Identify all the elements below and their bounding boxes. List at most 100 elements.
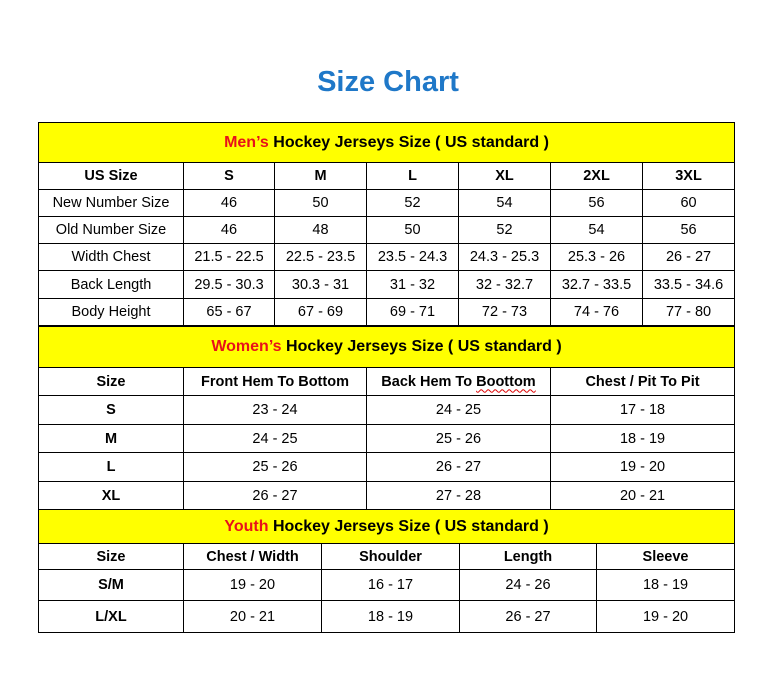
section-title-text: Hockey Jerseys Size ( US standard ) [268, 133, 549, 151]
header-row: Size Front Hem To Bottom Back Hem To Boott… [38, 367, 736, 396]
section-title-highlight: Women’s [211, 338, 282, 355]
table-cell: 46 [183, 216, 275, 244]
column-header: Chest / Pit To Pit [549, 367, 736, 396]
table-cell: 24 - 25 [366, 395, 551, 425]
table-cell: 26 - 27 [366, 452, 551, 482]
misspelled-word: Boottom [476, 373, 536, 390]
womens-size-table: Women’s Hockey Jerseys Size ( US standar… [37, 326, 736, 510]
table-cell: 29.5 - 30.3 [183, 270, 275, 299]
table-row: L 25 - 26 26 - 27 19 - 20 [38, 452, 736, 482]
table-cell: 74 - 76 [550, 298, 643, 326]
column-header: Front Hem To Bottom [183, 367, 367, 396]
table-cell: 26 - 27 [459, 600, 597, 633]
table-row: S 23 - 24 24 - 25 17 - 18 [38, 395, 736, 425]
table-cell: 18 - 19 [321, 600, 460, 633]
column-header: Sleeve [595, 543, 736, 570]
table-cell: 69 - 71 [366, 298, 459, 326]
table-row: S/M 19 - 20 16 - 17 24 - 26 18 - 19 [38, 569, 736, 601]
table-row: M 24 - 25 25 - 26 18 - 19 [38, 424, 736, 453]
table-cell: 50 [366, 216, 459, 244]
row-label: Back Length [38, 270, 184, 299]
section-title: Women’s Hockey Jerseys Size ( US standar… [37, 326, 736, 368]
column-header: Chest / Width [183, 543, 322, 570]
row-label: L [38, 452, 184, 482]
column-header: XL [458, 162, 551, 190]
column-header: Size [38, 367, 184, 396]
header-row: US Size S M L XL 2XL 3XL [38, 162, 736, 190]
table-cell: 24 - 26 [459, 569, 597, 601]
table-cell: 20 - 21 [183, 600, 322, 633]
table-cell: 30.3 - 31 [274, 270, 367, 299]
row-label: New Number Size [38, 189, 184, 217]
row-label: S/M [38, 569, 184, 601]
table-cell: 77 - 80 [641, 298, 736, 326]
column-header: Shoulder [321, 543, 460, 570]
table-cell: 33.5 - 34.6 [641, 270, 736, 299]
section-title-row: Women’s Hockey Jerseys Size ( US standar… [37, 326, 736, 368]
table-cell: 17 - 18 [549, 395, 736, 425]
table-cell: 48 [274, 216, 367, 244]
table-cell: 72 - 73 [458, 298, 551, 326]
table-cell: 32.7 - 33.5 [550, 270, 643, 299]
column-header: L [366, 162, 459, 190]
row-label: L/XL [38, 600, 184, 633]
table-cell: 56 [641, 216, 736, 244]
table-cell: 67 - 69 [274, 298, 367, 326]
table-cell: 54 [550, 216, 643, 244]
table-cell: 21.5 - 22.5 [183, 243, 275, 271]
table-cell: 65 - 67 [183, 298, 275, 326]
section-title-row: Men’s Hockey Jerseys Size ( US standard … [37, 122, 736, 163]
youth-size-table: Youth Hockey Jerseys Size ( US standard … [37, 509, 736, 633]
table-cell: 54 [458, 189, 551, 217]
table-cell: 46 [183, 189, 275, 217]
table-cell: 31 - 32 [366, 270, 459, 299]
table-cell: 26 - 27 [183, 481, 367, 510]
table-cell: 56 [550, 189, 643, 217]
table-cell: 20 - 21 [549, 481, 736, 510]
table-row: L/XL 20 - 21 18 - 19 26 - 27 19 - 20 [38, 600, 736, 633]
table-cell: 25.3 - 26 [550, 243, 643, 271]
table-cell: 19 - 20 [549, 452, 736, 482]
table-row: Back Length 29.5 - 30.3 30.3 - 31 31 - 32 32… [38, 270, 736, 299]
row-label: Old Number Size [38, 216, 184, 244]
table-cell: 18 - 19 [549, 424, 736, 453]
table-cell: 27 - 28 [366, 481, 551, 510]
column-header: Length [459, 543, 597, 570]
table-cell: 24.3 - 25.3 [458, 243, 551, 271]
column-header: Back Hem To Boottom [366, 367, 551, 396]
table-cell: 16 - 17 [321, 569, 460, 601]
section-title-text: Hockey Jerseys Size ( US standard ) [268, 517, 549, 535]
section-title-highlight: Men’s [224, 133, 269, 151]
table-cell: 22.5 - 23.5 [274, 243, 367, 271]
row-label: Width Chest [38, 243, 184, 271]
section-title-text: Hockey Jerseys Size ( US standard ) [281, 338, 562, 355]
column-header: US Size [38, 162, 184, 190]
table-cell: 19 - 20 [183, 569, 322, 601]
header-row: Size Chest / Width Shoulder Length Sleeve [38, 543, 736, 570]
column-header: 2XL [550, 162, 643, 190]
page-title: Size Chart [317, 66, 459, 98]
table-cell: 24 - 25 [183, 424, 367, 453]
table-cell: 18 - 19 [595, 569, 736, 601]
table-cell: 32 - 32.7 [458, 270, 551, 299]
table-row: Old Number Size 46 48 50 52 54 56 [38, 216, 736, 244]
table-row: XL 26 - 27 27 - 28 20 - 21 [38, 481, 736, 510]
table-cell: 23.5 - 24.3 [366, 243, 459, 271]
table-cell: 19 - 20 [595, 600, 736, 633]
table-row: Body Height 65 - 67 67 - 69 69 - 71 72 - 73 7… [38, 298, 736, 326]
row-label: Body Height [38, 298, 184, 326]
table-cell: 26 - 27 [641, 243, 736, 271]
mens-size-table: Men’s Hockey Jerseys Size ( US standard … [37, 122, 736, 326]
table-cell: 60 [641, 189, 736, 217]
row-label: S [38, 395, 184, 425]
table-cell: 52 [366, 189, 459, 217]
table-row: New Number Size 46 50 52 54 56 60 [38, 189, 736, 217]
section-title-row: Youth Hockey Jerseys Size ( US standard … [37, 509, 736, 544]
row-label: XL [38, 481, 184, 510]
column-header: S [183, 162, 275, 190]
table-cell: 52 [458, 216, 551, 244]
column-header: Size [38, 543, 184, 570]
section-title-highlight: Youth [224, 517, 269, 535]
column-header: M [274, 162, 367, 190]
column-header: 3XL [641, 162, 736, 190]
